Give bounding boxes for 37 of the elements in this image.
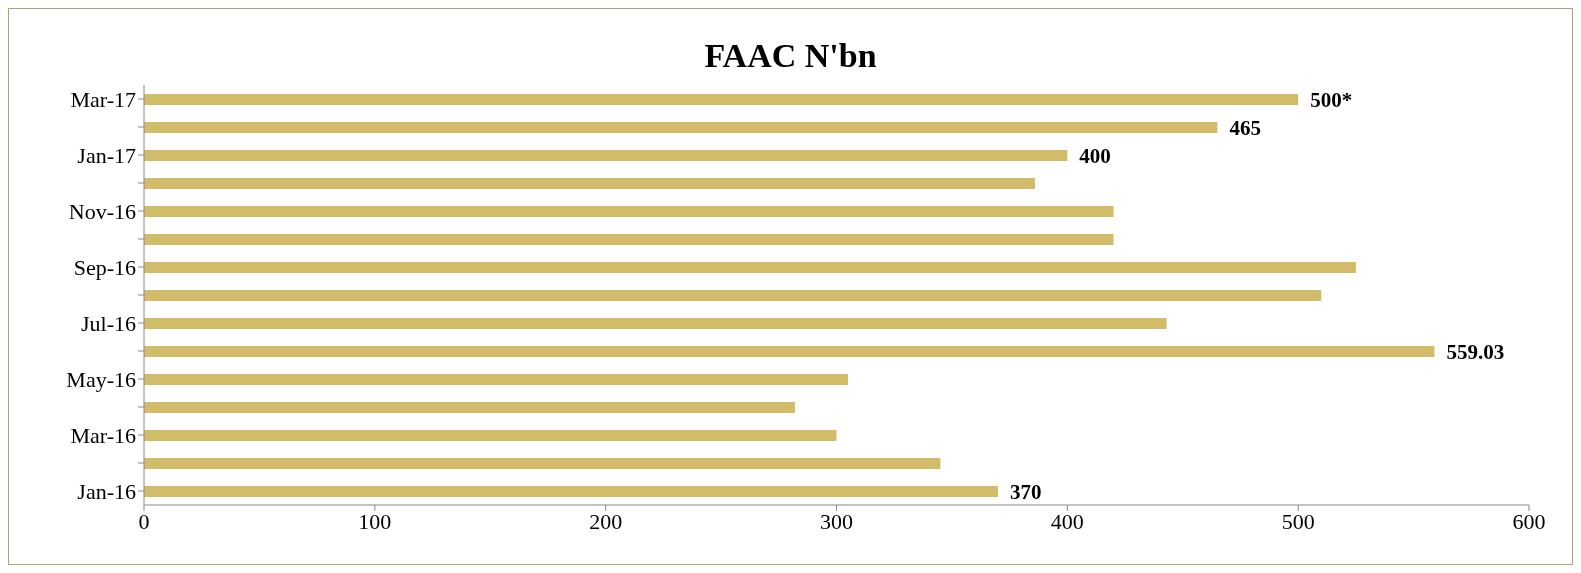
bar bbox=[144, 122, 1218, 133]
bar bbox=[144, 206, 1114, 217]
x-tick-label: 100 bbox=[358, 508, 392, 534]
x-tick-label: 500 bbox=[1281, 508, 1315, 534]
x-tick-label: 200 bbox=[589, 508, 623, 534]
data-label: 559.03 bbox=[1446, 339, 1505, 364]
data-label: 400 bbox=[1079, 143, 1111, 168]
bar bbox=[144, 458, 941, 469]
y-tick-label: Nov-16 bbox=[68, 198, 136, 224]
x-tick-label: 300 bbox=[820, 508, 853, 534]
y-tick-label: Mar-17 bbox=[70, 86, 136, 112]
x-tick-label: 600 bbox=[1512, 508, 1546, 534]
bar bbox=[144, 94, 1299, 105]
y-tick-label: Jul-16 bbox=[81, 310, 136, 336]
data-label: 370 bbox=[1010, 479, 1042, 504]
bar bbox=[144, 318, 1167, 329]
bar bbox=[144, 290, 1322, 301]
data-label: 465 bbox=[1229, 115, 1261, 140]
bar bbox=[144, 374, 849, 385]
bar bbox=[144, 150, 1068, 161]
bar bbox=[144, 178, 1036, 189]
y-tick-label: Jan-16 bbox=[77, 478, 136, 504]
y-tick-label: May-16 bbox=[66, 366, 136, 392]
x-tick-label: 400 bbox=[1050, 508, 1084, 534]
data-label: 500* bbox=[1310, 87, 1353, 112]
bar bbox=[144, 234, 1114, 245]
bar bbox=[144, 430, 837, 441]
bar bbox=[144, 262, 1356, 273]
y-tick-label: Jan-17 bbox=[77, 142, 136, 168]
bar bbox=[144, 346, 1435, 357]
bar bbox=[144, 402, 795, 413]
chart-frame: FAAC N'bn 0 100 200 300 400 500 600 Mar-17 Jan-17 Nov-16 Sep-16 Jul-16 May-16 Mar-16 Jan-16 500* 465 400 559.03 370 bbox=[8, 8, 1573, 565]
chart-title: FAAC N'bn bbox=[703, 37, 878, 75]
y-tick-label: Sep-16 bbox=[73, 254, 136, 280]
bar bbox=[144, 486, 999, 497]
x-tick-label: 0 bbox=[138, 508, 150, 534]
y-tick-label: Mar-16 bbox=[70, 422, 136, 448]
